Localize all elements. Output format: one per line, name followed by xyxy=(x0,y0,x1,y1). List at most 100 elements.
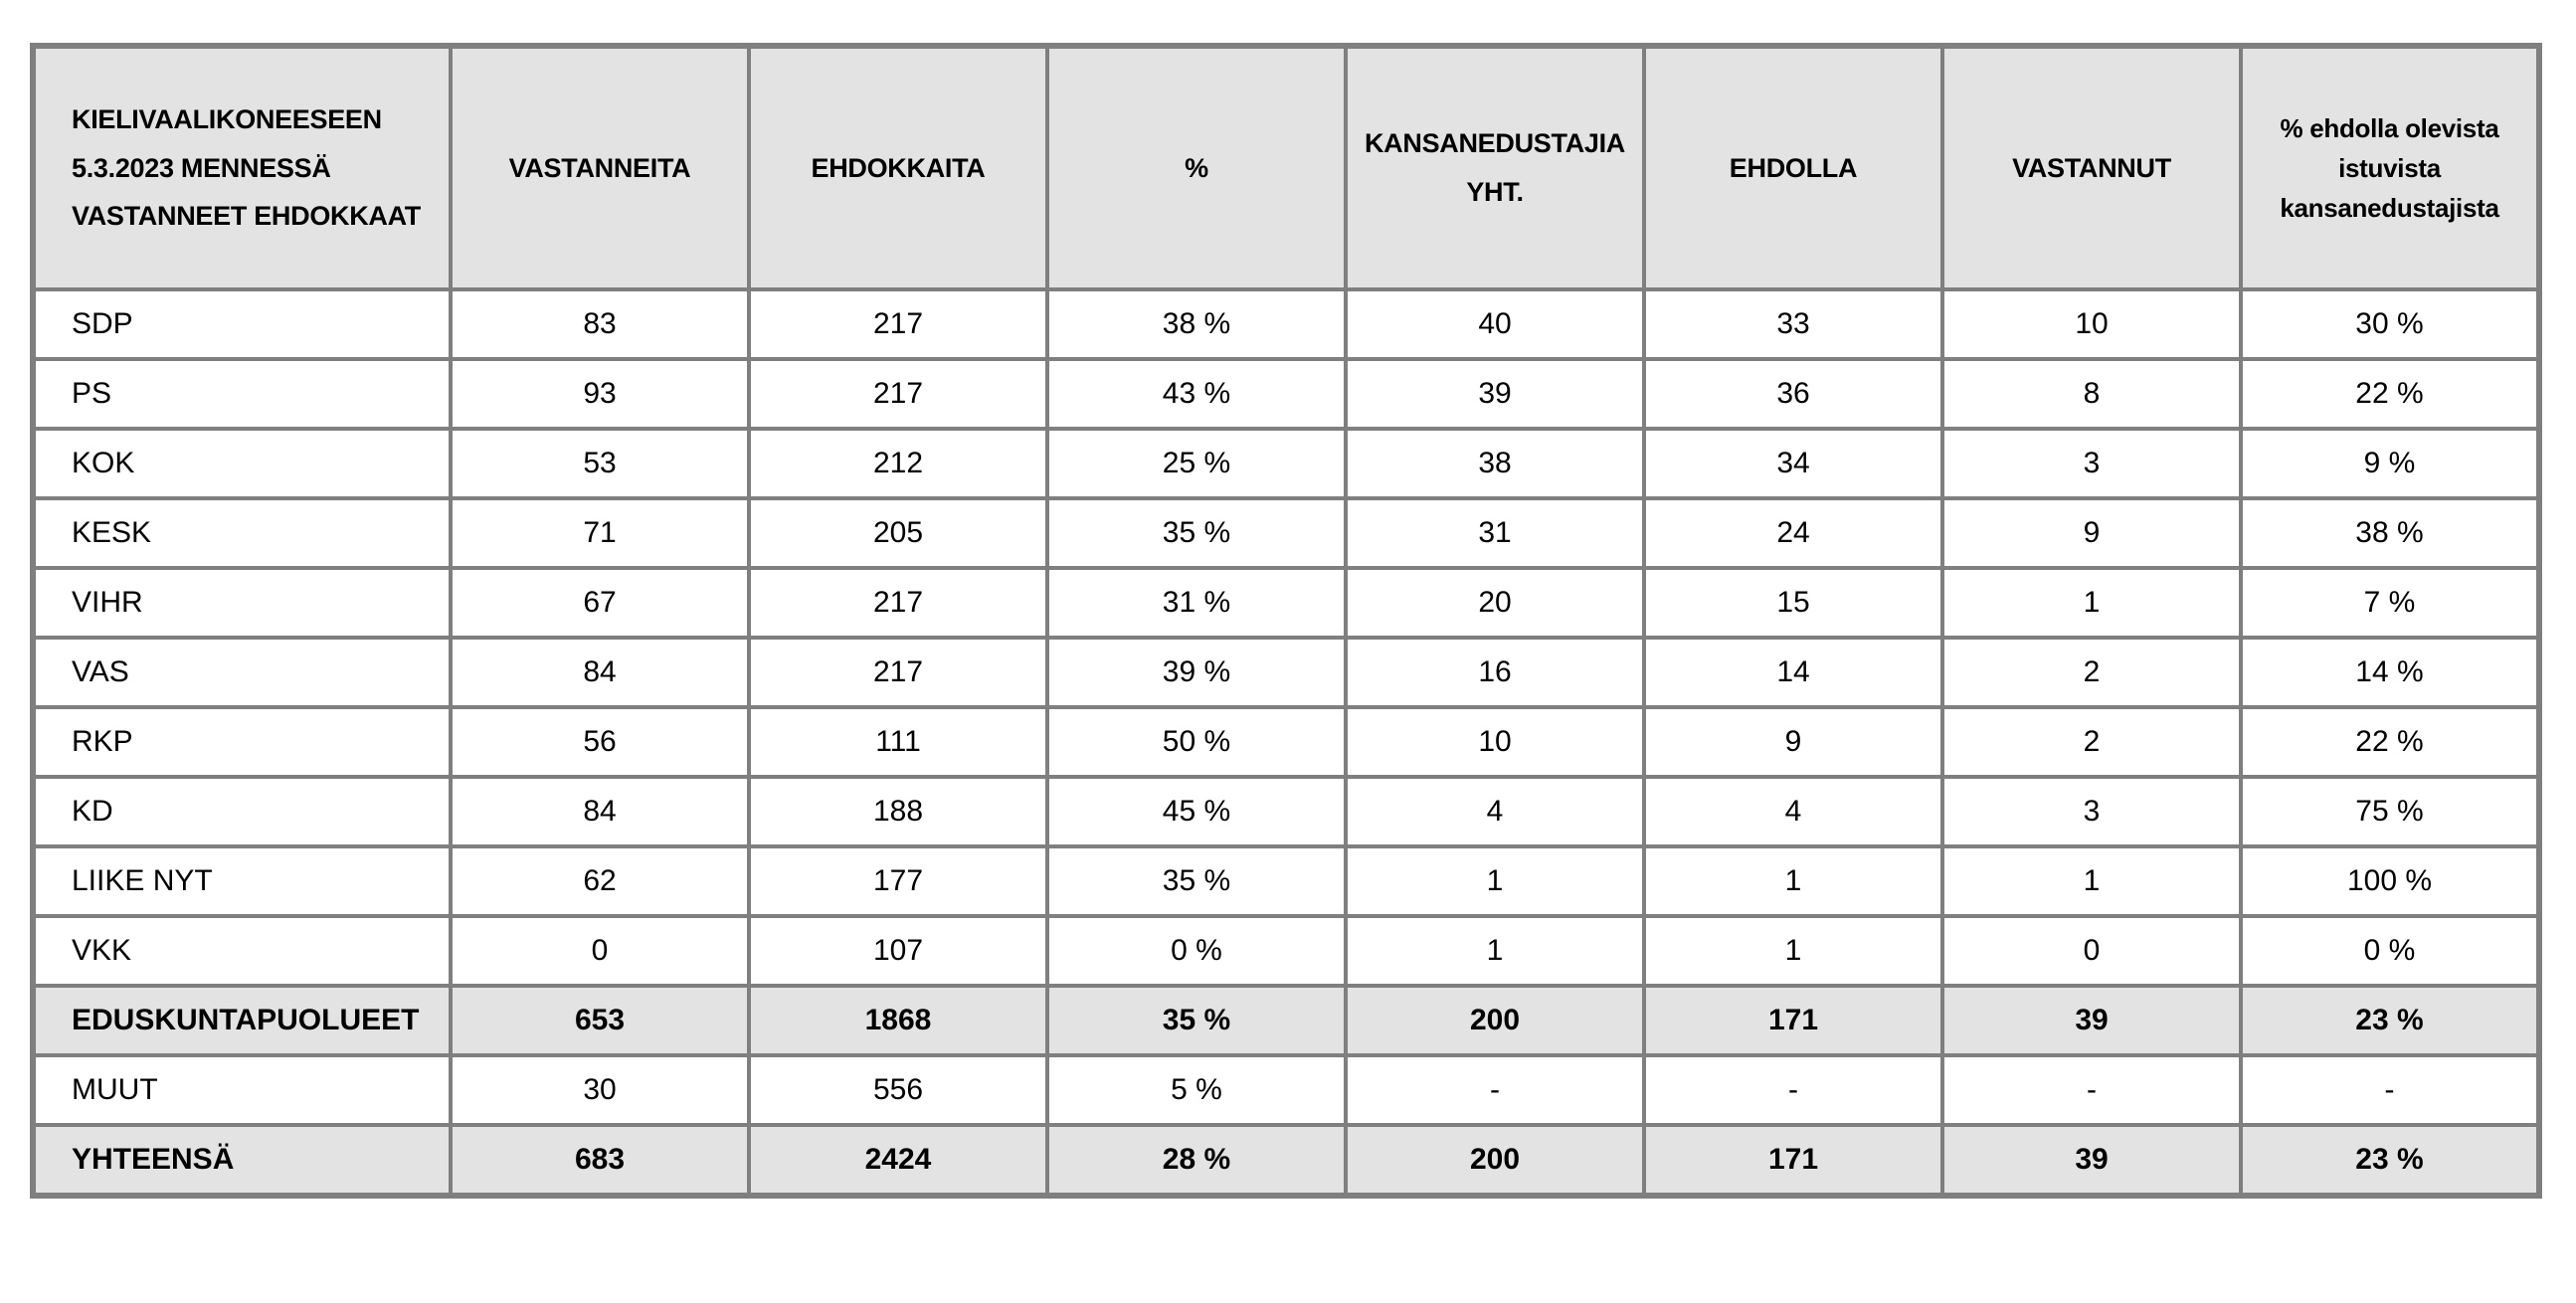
table-row: RKP 56 111 50 % 10 9 2 22 % xyxy=(31,705,2541,779)
cell-value: 205 xyxy=(747,496,1049,570)
header-row: KIELIVAALIKONEESEEN 5.3.2023 MENNESSÄ VA… xyxy=(31,44,2541,291)
row-label: PS xyxy=(31,357,453,431)
table-row: LIIKE NYT 62 177 35 % 1 1 1 100 % xyxy=(31,844,2541,918)
cell-value: 35 % xyxy=(1045,984,1348,1057)
cell-value: 1 xyxy=(1344,844,1646,918)
cell-value: 4 xyxy=(1642,775,1944,848)
cell-value: 217 xyxy=(747,566,1049,640)
cell-value: - xyxy=(1940,1053,2243,1127)
cell-value: 9 xyxy=(1642,705,1944,779)
cell-value: 217 xyxy=(747,287,1049,361)
row-label: LIIKE NYT xyxy=(31,844,453,918)
cell-value: 30 % xyxy=(2239,287,2541,361)
cell-value: 36 xyxy=(1642,357,1944,431)
cell-value: 5 % xyxy=(1045,1053,1348,1127)
row-label: SDP xyxy=(31,287,453,361)
cell-value: 35 % xyxy=(1045,496,1348,570)
cell-value: - xyxy=(1344,1053,1646,1127)
col-header-vastannut: VASTANNUT xyxy=(1940,44,2243,291)
table-row: VKK 0 107 0 % 1 1 0 0 % xyxy=(31,914,2541,988)
row-label: RKP xyxy=(31,705,453,779)
cell-value: 38 % xyxy=(2239,496,2541,570)
row-label: VIHR xyxy=(31,566,453,640)
table-row: KD 84 188 45 % 4 4 3 75 % xyxy=(31,775,2541,848)
table-row: KOK 53 212 25 % 38 34 3 9 % xyxy=(31,427,2541,500)
cell-value: 1 xyxy=(1344,914,1646,988)
cell-value: 16 xyxy=(1344,636,1646,709)
cell-value: 0 % xyxy=(2239,914,2541,988)
cell-value: 9 % xyxy=(2239,427,2541,500)
cell-value: 31 xyxy=(1344,496,1646,570)
cell-value: 171 xyxy=(1642,1123,1944,1198)
cell-value: 22 % xyxy=(2239,357,2541,431)
cell-value: 24 xyxy=(1642,496,1944,570)
cell-value: 23 % xyxy=(2239,984,2541,1057)
cell-value: 43 % xyxy=(1045,357,1348,431)
cell-value: 212 xyxy=(747,427,1049,500)
cell-value: 10 xyxy=(1940,287,2243,361)
cell-value: 1 xyxy=(1940,844,2243,918)
cell-value: 8 xyxy=(1940,357,2243,431)
table-row: VIHR 67 217 31 % 20 15 1 7 % xyxy=(31,566,2541,640)
cell-value: 188 xyxy=(747,775,1049,848)
cell-value: 3 xyxy=(1940,775,2243,848)
cell-value: 0 xyxy=(449,914,751,988)
cell-value: 67 xyxy=(449,566,751,640)
cell-value: 653 xyxy=(449,984,751,1057)
cell-value: 100 % xyxy=(2239,844,2541,918)
cell-value: 84 xyxy=(449,636,751,709)
col-header-vastanneita: VASTANNEITA xyxy=(449,44,751,291)
cell-value: 34 xyxy=(1642,427,1944,500)
cell-value: 38 xyxy=(1344,427,1646,500)
cell-value: 40 xyxy=(1344,287,1646,361)
cell-value: 83 xyxy=(449,287,751,361)
cell-value: 75 % xyxy=(2239,775,2541,848)
cell-value: 38 % xyxy=(1045,287,1348,361)
cell-value: 23 % xyxy=(2239,1123,2541,1198)
cell-value: 1 xyxy=(1642,844,1944,918)
cell-value: 683 xyxy=(449,1123,751,1198)
cell-value: 2424 xyxy=(747,1123,1049,1198)
cell-value: 53 xyxy=(449,427,751,500)
row-label: VKK xyxy=(31,914,453,988)
cell-value: 2 xyxy=(1940,636,2243,709)
cell-value: 39 % xyxy=(1045,636,1348,709)
cell-value: 200 xyxy=(1344,1123,1646,1198)
col-header-percent: % xyxy=(1045,44,1348,291)
col-header-ehdokkaita: EHDOKKAITA xyxy=(747,44,1049,291)
candidates-table: KIELIVAALIKONEESEEN 5.3.2023 MENNESSÄ VA… xyxy=(30,43,2542,1199)
cell-value: 111 xyxy=(747,705,1049,779)
cell-value: 14 % xyxy=(2239,636,2541,709)
table-row: PS 93 217 43 % 39 36 8 22 % xyxy=(31,357,2541,431)
cell-value: 1 xyxy=(1940,566,2243,640)
row-label: EDUSKUNTAPUOLUEET xyxy=(31,984,453,1057)
cell-value: 35 % xyxy=(1045,844,1348,918)
cell-value: 31 % xyxy=(1045,566,1348,640)
cell-value: 200 xyxy=(1344,984,1646,1057)
cell-value: 107 xyxy=(747,914,1049,988)
cell-value: 2 xyxy=(1940,705,2243,779)
col-header-ehdolla: EHDOLLA xyxy=(1642,44,1944,291)
cell-value: 28 % xyxy=(1045,1123,1348,1198)
row-label: KD xyxy=(31,775,453,848)
cell-value: 30 xyxy=(449,1053,751,1127)
table-row: YHTEENSÄ 683 2424 28 % 200 171 39 23 % xyxy=(31,1123,2541,1198)
cell-value: 10 xyxy=(1344,705,1646,779)
cell-value: 7 % xyxy=(2239,566,2541,640)
cell-value: 39 xyxy=(1344,357,1646,431)
cell-value: 15 xyxy=(1642,566,1944,640)
cell-value: 22 % xyxy=(2239,705,2541,779)
cell-value: 217 xyxy=(747,357,1049,431)
row-label: KESK xyxy=(31,496,453,570)
cell-value: 84 xyxy=(449,775,751,848)
cell-value: 171 xyxy=(1642,984,1944,1057)
cell-value: - xyxy=(2239,1053,2541,1127)
cell-value: 50 % xyxy=(1045,705,1348,779)
row-label: VAS xyxy=(31,636,453,709)
table-row: EDUSKUNTAPUOLUEET 653 1868 35 % 200 171 39 23 % xyxy=(31,984,2541,1057)
cell-value: 39 xyxy=(1940,1123,2243,1198)
table-body: SDP 83 217 38 % 40 33 10 30 % PS 93 217 43 % 39 36 8 22… xyxy=(31,287,2541,1198)
row-label: KOK xyxy=(31,427,453,500)
col-header-kansanedustajia-yht: KANSANEDUSTAJIA YHT. xyxy=(1344,44,1646,291)
row-label: MUUT xyxy=(31,1053,453,1127)
